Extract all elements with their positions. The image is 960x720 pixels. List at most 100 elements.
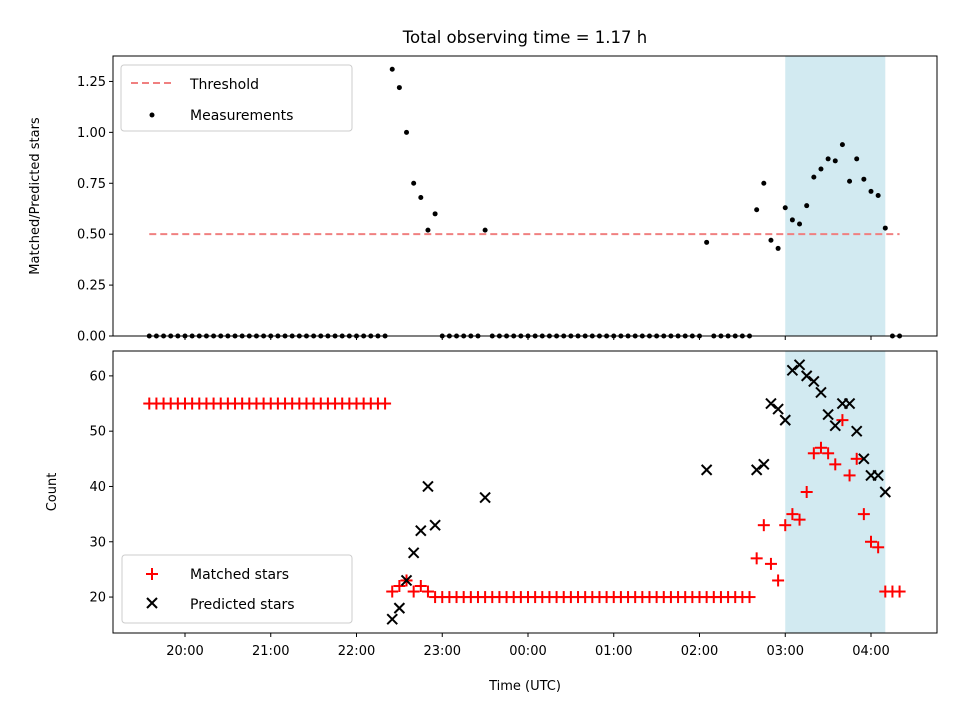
xtick-label: 00:00 xyxy=(509,644,546,659)
bot-ytick-label: 40 xyxy=(89,480,106,495)
figure-title: Total observing time = 1.17 h xyxy=(402,28,647,47)
measurement-point xyxy=(811,174,817,180)
predicted-star-point xyxy=(386,613,398,625)
measurement-point xyxy=(768,237,774,243)
matched-star-point xyxy=(786,508,799,521)
measurement-point xyxy=(396,85,402,91)
predicted-star-point xyxy=(793,359,806,371)
measurement-point xyxy=(411,180,417,186)
matched-star-point xyxy=(829,458,842,471)
measurement-point xyxy=(854,156,860,162)
measurement-point xyxy=(704,239,710,245)
matched-star-point xyxy=(421,585,434,598)
bottom-panel: 20 30 40 50 60 20:00 21:00 22:00 23:00 00:00 01:0… xyxy=(45,350,938,694)
matched-star-point xyxy=(843,469,856,482)
predicted-star-point xyxy=(429,519,441,531)
top-legend: Threshold Measurements xyxy=(120,64,353,132)
measurement-point xyxy=(797,221,803,227)
bottom-y-axis-label: Count xyxy=(45,473,60,512)
matched-star-point xyxy=(407,585,420,598)
predicted-star-point xyxy=(851,425,863,437)
xtick-label: 04:00 xyxy=(852,644,889,659)
top-ytick-label: 0.50 xyxy=(77,228,106,243)
matched-star-point xyxy=(807,447,820,460)
matched-star-point xyxy=(893,585,906,598)
legend-matched-swatch xyxy=(146,568,158,580)
top-legend-frame xyxy=(120,64,353,132)
matched-star-point xyxy=(757,519,770,532)
top-ytick-label: 1.25 xyxy=(77,75,106,90)
bot-ytick-label: 50 xyxy=(89,425,106,440)
matched-star-point xyxy=(764,557,777,570)
matched-star-point xyxy=(822,447,835,460)
legend-predicted-label: Predicted stars xyxy=(190,597,295,613)
xtick-label: 20:00 xyxy=(166,644,203,659)
measurement-point xyxy=(861,176,867,182)
matched-star-point xyxy=(750,552,763,565)
predicted-star-point xyxy=(843,397,856,410)
top-panel: 0.00 0.25 0.50 0.75 1.00 1.25 Matched/Predict… xyxy=(28,55,938,345)
matched-star-point xyxy=(857,508,870,521)
measurement-point xyxy=(432,211,438,217)
measurement-point xyxy=(482,227,488,233)
legend-matched-label: Matched stars xyxy=(190,567,289,583)
top-y-axis-label: Matched/Predicted stars xyxy=(28,117,43,275)
xtick-label: 22:00 xyxy=(338,644,375,659)
xtick-label: 23:00 xyxy=(424,644,461,659)
measurement-point xyxy=(782,205,788,211)
matched-star-point xyxy=(393,580,406,592)
measurement-point xyxy=(418,195,424,201)
predicted-star-point xyxy=(393,602,406,614)
predicted-star-point xyxy=(765,397,777,410)
matched-star-point xyxy=(793,513,806,526)
measurement-point xyxy=(825,156,831,162)
predicted-star-point xyxy=(479,491,491,504)
matched-star-point xyxy=(379,397,392,410)
xtick-label: 01:00 xyxy=(595,644,632,659)
xtick-label: 03:00 xyxy=(767,644,804,659)
matched-star-point xyxy=(814,441,827,454)
measurement-point xyxy=(754,207,760,213)
measurement-point xyxy=(804,203,810,209)
measurement-point xyxy=(847,178,853,184)
xtick-label: 21:00 xyxy=(252,644,289,659)
matched-star-point xyxy=(414,580,427,592)
matched-star-point xyxy=(850,452,863,465)
top-ytick-label: 1.00 xyxy=(77,126,106,141)
bottom-highlight-band xyxy=(785,351,886,633)
measurement-point xyxy=(875,192,881,198)
legend-predicted-swatch xyxy=(146,597,158,609)
bottom-legend: Matched stars Predicted stars xyxy=(121,554,353,624)
matched-star-point xyxy=(386,585,399,598)
measurement-point xyxy=(868,188,874,194)
predicted-star-point xyxy=(750,464,763,476)
predicted-star-point xyxy=(400,574,413,587)
matched-star-point xyxy=(772,574,785,587)
predicted-star-point xyxy=(872,469,884,482)
bottom-plot-frame xyxy=(112,350,938,634)
bot-ytick-label: 60 xyxy=(89,369,106,384)
predicted-star-point xyxy=(700,464,713,476)
legend-measurements-swatch xyxy=(149,112,155,118)
measurement-point xyxy=(761,180,767,186)
matched-star-point xyxy=(865,535,877,548)
matched-star-point xyxy=(836,414,849,427)
matched-star-point xyxy=(779,519,792,532)
matched-star-point xyxy=(872,541,885,554)
measurement-point xyxy=(882,225,888,231)
predicted-star-point xyxy=(808,375,820,388)
measurement-point xyxy=(425,227,431,233)
x-axis-label: Time (UTC) xyxy=(488,679,561,694)
predicted-star-point xyxy=(415,524,427,537)
bot-ytick-label: 30 xyxy=(89,535,106,550)
predicted-star-point xyxy=(858,453,870,465)
predicted-star-point xyxy=(822,408,834,421)
measurement-point xyxy=(832,158,838,164)
measurement-point xyxy=(789,217,795,223)
bot-ytick-label: 20 xyxy=(89,591,106,606)
predicted-star-point xyxy=(829,419,841,432)
measurement-point xyxy=(839,142,845,148)
legend-threshold-label: Threshold xyxy=(189,77,259,93)
top-plot-frame xyxy=(112,55,938,337)
